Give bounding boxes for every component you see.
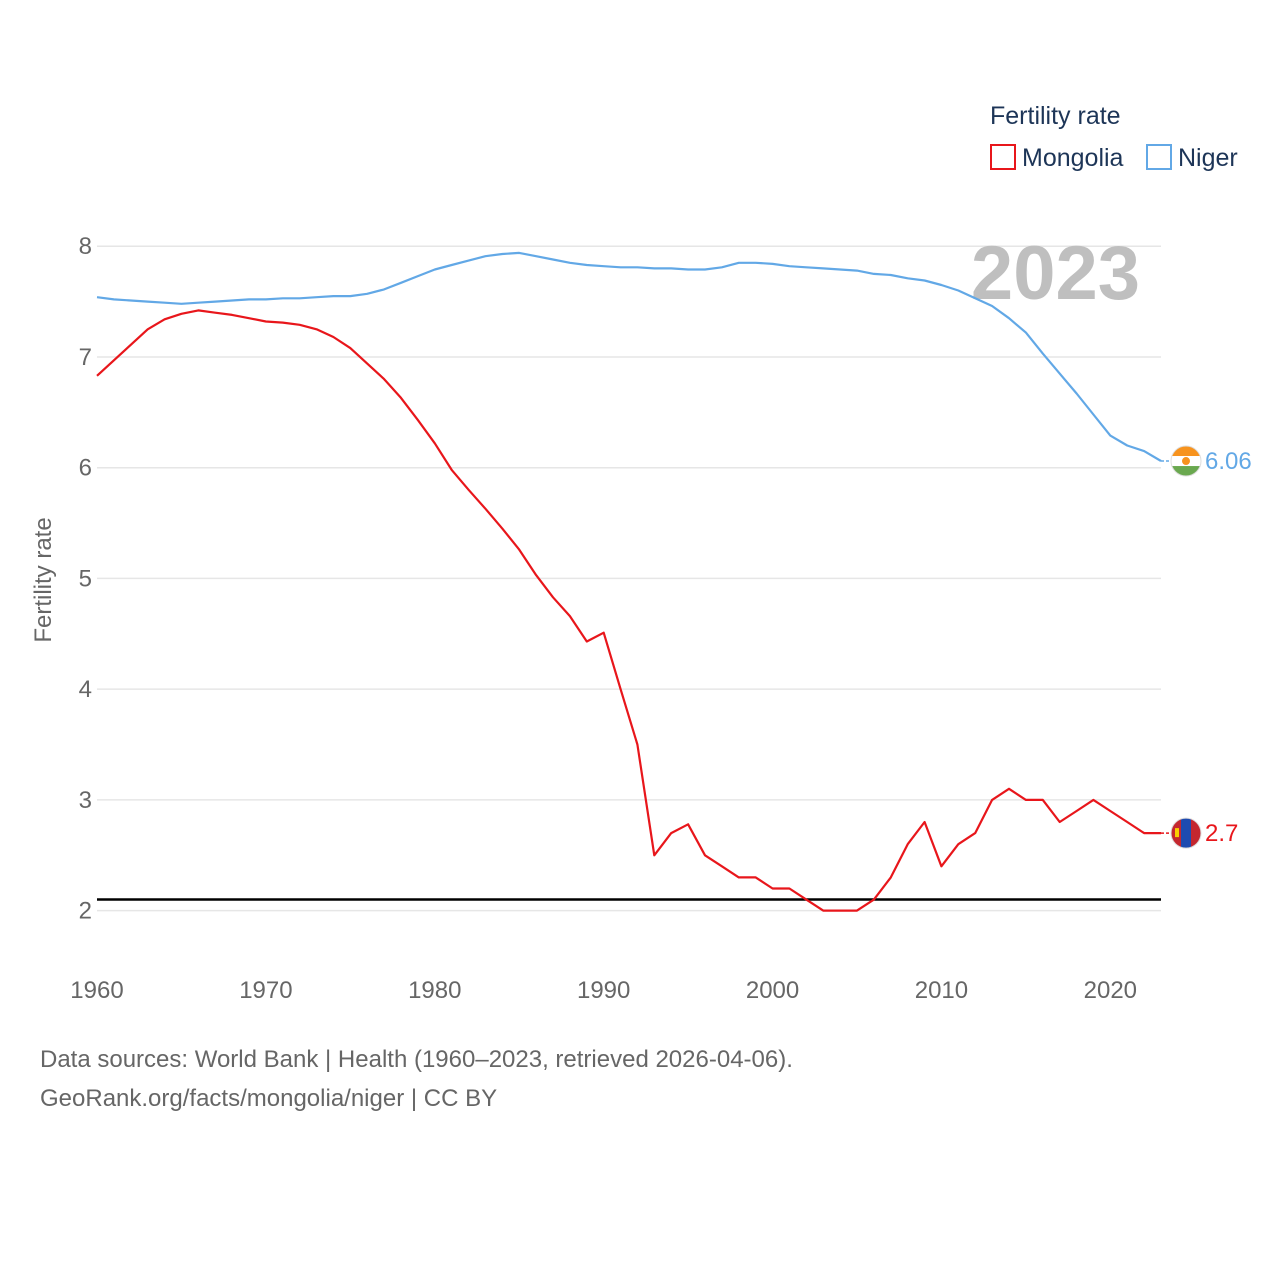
y-tick-label-8: 8 [79, 233, 92, 260]
flag-border-mongolia [1170, 817, 1202, 849]
year-watermark: 2023 [971, 231, 1140, 316]
end-markers: 2.7 6.06 [1161, 445, 1252, 849]
y-tick-label-3: 3 [79, 787, 92, 814]
x-tick-label-1990: 1990 [577, 977, 630, 1004]
y-tick-label-4: 4 [79, 676, 92, 703]
x-axis-ticks: 1960 1970 1980 1990 2000 2010 2020 [70, 977, 1137, 1004]
x-tick-label-2000: 2000 [746, 977, 799, 1004]
footer-attribution: GeoRank.org/facts/mongolia/niger | CC BY [40, 1085, 498, 1112]
flag-border-niger [1170, 445, 1202, 477]
end-value-label-niger: 6.06 [1205, 448, 1252, 475]
legend-label-niger[interactable]: Niger [1178, 144, 1238, 172]
x-tick-label-1960: 1960 [70, 977, 123, 1004]
mongolia-flag-icon [1171, 818, 1201, 849]
series-line-niger[interactable] [96, 251, 1162, 462]
x-tick-label-2020: 2020 [1084, 977, 1137, 1004]
gridlines [97, 245, 1161, 912]
y-tick-label-6: 6 [79, 455, 92, 482]
y-axis-ticks: 2 3 4 5 6 7 8 [79, 233, 92, 924]
legend-swatch-mongolia[interactable] [990, 144, 1016, 170]
legend-title: Fertility rate [990, 102, 1121, 130]
footer: Data sources: World Bank | Health (1960–… [40, 1040, 793, 1118]
y-tick-label-7: 7 [79, 344, 92, 371]
line-chart: 2 3 4 5 6 7 8 1960 1970 1980 1990 2000 2010 2020 Fer… [30, 102, 1252, 1004]
x-tick-label-1970: 1970 [239, 977, 292, 1004]
niger-flag-icon [1171, 446, 1201, 477]
end-value-label-mongolia: 2.7 [1205, 820, 1238, 847]
x-tick-label-2010: 2010 [915, 977, 968, 1004]
y-tick-label-5: 5 [79, 565, 92, 592]
series-line-mongolia[interactable] [96, 309, 1161, 912]
footer-sources: Data sources: World Bank | Health (1960–… [40, 1046, 793, 1073]
legend-swatch-niger[interactable] [1146, 144, 1172, 170]
series-lines [96, 251, 1162, 912]
y-tick-label-2: 2 [79, 898, 92, 925]
y-axis-title: Fertility rate [30, 517, 57, 642]
x-tick-label-1980: 1980 [408, 977, 461, 1004]
legend-label-mongolia[interactable]: Mongolia [1022, 144, 1124, 172]
